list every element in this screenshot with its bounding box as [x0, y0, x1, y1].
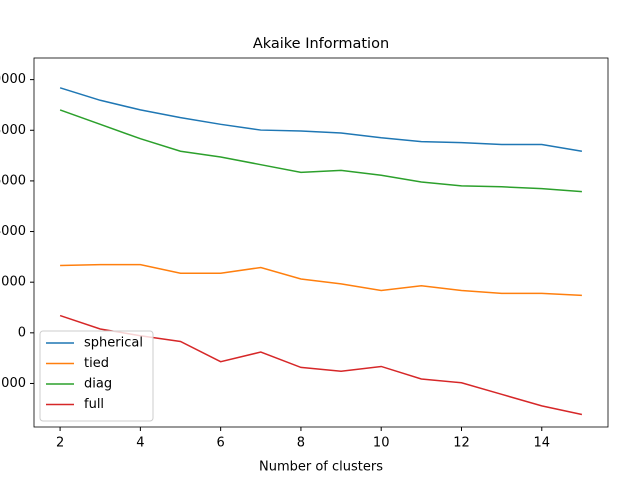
- y-tick-label: 10000: [0, 72, 26, 87]
- x-tick-label: 2: [56, 436, 64, 451]
- plot-frame: [33, 57, 609, 428]
- line-series: [59, 109, 582, 193]
- legend: spherical tied diag full: [39, 330, 154, 422]
- x-axis-label: Number of clusters: [259, 460, 383, 475]
- x-tick-label: 12: [453, 436, 470, 451]
- chart-title: Akaike Information: [253, 36, 389, 52]
- x-tick-label: 4: [136, 436, 144, 451]
- y-tick-label: 4000: [0, 224, 26, 239]
- line-series: [60, 263, 582, 297]
- y-tick-label: 0: [18, 325, 26, 340]
- legend-label: diag: [84, 377, 112, 392]
- y-tick-label: 2000: [0, 275, 26, 290]
- y-tick-label: 6000: [0, 173, 26, 188]
- line-series: [59, 87, 583, 152]
- legend-box: [39, 330, 154, 422]
- x-tick-label: 10: [373, 436, 390, 451]
- y-tick-label: 8000: [0, 123, 26, 138]
- x-tick-label: 14: [533, 436, 550, 451]
- legend-label: full: [84, 397, 104, 412]
- x-tick-label: 8: [297, 436, 305, 451]
- y-tick-label: -2000: [0, 376, 26, 391]
- legend-label: tied: [84, 356, 109, 371]
- legend-label: spherical: [84, 336, 143, 351]
- x-tick-label: 6: [217, 436, 225, 451]
